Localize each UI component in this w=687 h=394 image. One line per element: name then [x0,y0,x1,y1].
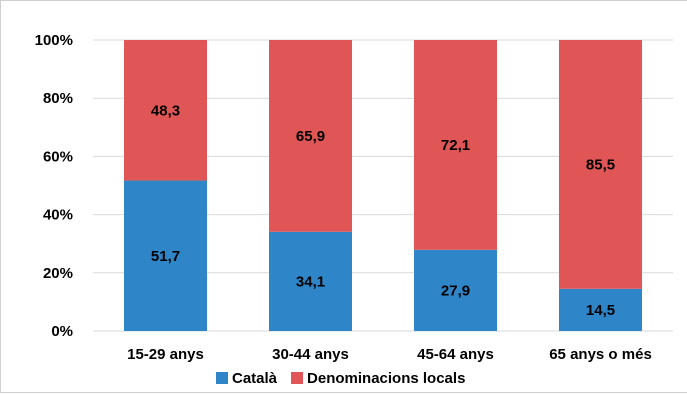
bar-segment [559,40,642,289]
data-label: 14,5 [586,302,615,319]
bar-segment [269,231,352,331]
data-label: 48,3 [151,102,180,119]
data-label: 72,1 [441,137,470,154]
x-tick-label: 65 anys o més [549,346,652,363]
legend-swatch [216,372,228,384]
bar-segment [124,180,207,331]
y-tick-label: 40% [43,207,73,224]
data-label: 65,9 [296,128,325,145]
y-tick-label: 60% [43,148,73,165]
y-tick-label: 20% [43,265,73,282]
data-label: 51,7 [151,248,180,265]
bar-segment [124,40,207,181]
legend-swatch [291,372,304,384]
bar-segment [269,40,352,232]
bar-segment [414,249,497,331]
legend-label: Denominacions locals [307,370,465,387]
y-tick-label: 0% [51,323,73,340]
bar-segment [559,288,642,331]
data-label: 85,5 [586,156,615,173]
data-label: 34,1 [296,273,325,290]
x-tick-label: 15-29 anys [127,346,204,363]
x-tick-label: 45-64 anys [417,346,494,363]
data-label: 27,9 [441,282,470,299]
bar-segment [414,40,497,250]
y-tick-label: 80% [43,90,73,107]
y-tick-label: 100% [35,32,73,49]
x-tick-label: 30-44 anys [272,346,349,363]
legend-label: Català [232,370,278,387]
